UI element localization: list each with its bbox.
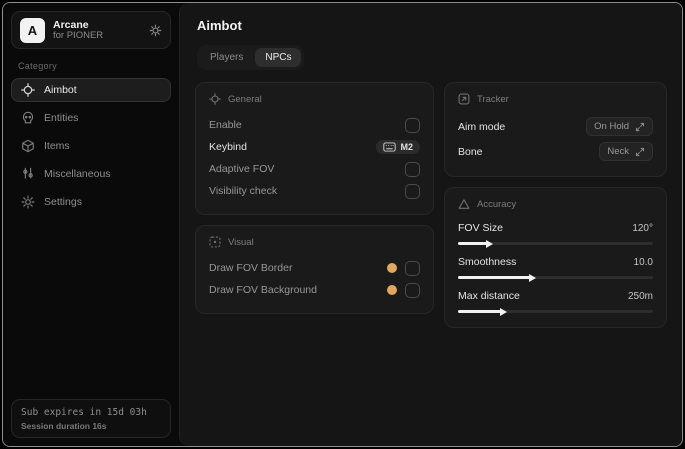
max-distance-slider[interactable] xyxy=(458,307,653,316)
sidebar-item-items[interactable]: Items xyxy=(11,134,171,158)
box-icon xyxy=(21,139,35,153)
setting-row-visibility-check: Visibility check xyxy=(209,180,420,202)
section-title: Visual xyxy=(228,236,254,248)
bone-select[interactable]: Neck xyxy=(599,142,653,161)
section-title: Tracker xyxy=(477,93,509,105)
tracker-icon xyxy=(458,93,470,105)
visual-card: Visual Draw FOV Border Draw FOV Backgrou… xyxy=(195,225,434,314)
crosshair-icon xyxy=(209,93,221,105)
crosshair-icon xyxy=(21,83,35,97)
fov-background-checkbox[interactable] xyxy=(405,282,420,298)
skull-icon xyxy=(21,111,35,125)
subscription-info: Sub expires in 15d 03h Session duration … xyxy=(11,399,171,438)
sub-expiry-text: Sub expires in 15d 03h xyxy=(21,407,147,418)
keybind-button[interactable]: M2 xyxy=(376,140,420,154)
sidebar: A Arcane for PIONER Category xyxy=(3,3,179,446)
tab-npcs[interactable]: NPCs xyxy=(255,48,302,67)
accuracy-card: Accuracy FOV Size 120° Smoothnes xyxy=(444,187,667,328)
setting-row-adaptive-fov: Adaptive FOV xyxy=(209,158,420,180)
triangle-icon xyxy=(458,198,470,210)
setting-row-enable: Enable xyxy=(209,114,420,136)
sidebar-item-aimbot[interactable]: Aimbot xyxy=(11,78,171,102)
smoothness-setting: Smoothness 10.0 xyxy=(458,253,653,282)
tracker-card: Tracker Aim mode On Hold xyxy=(444,82,667,177)
bone-value: Neck xyxy=(607,146,629,157)
app-logo: A xyxy=(20,17,45,43)
app-name: Arcane xyxy=(53,18,89,31)
smoothness-slider[interactable] xyxy=(458,273,653,282)
color-swatch[interactable] xyxy=(387,285,397,295)
session-duration-text: Session duration 16s xyxy=(21,421,107,431)
enable-checkbox[interactable] xyxy=(405,117,420,133)
setting-row-keybind: Keybind M2 xyxy=(209,136,420,158)
tab-players[interactable]: Players xyxy=(200,48,253,67)
max-distance-setting: Max distance 250m xyxy=(458,287,653,316)
setting-row-aim-mode: Aim mode On Hold xyxy=(458,114,653,139)
section-title: General xyxy=(228,93,262,105)
target-tabs: Players NPCs xyxy=(197,45,305,70)
max-distance-value: 250m xyxy=(627,290,653,302)
sidebar-item-label: Items xyxy=(44,140,70,152)
section-title: Accuracy xyxy=(477,198,517,210)
aim-mode-value: On Hold xyxy=(594,121,629,132)
eye-target-icon xyxy=(209,236,221,248)
fov-size-setting: FOV Size 120° xyxy=(458,219,653,248)
setting-row-fov-border: Draw FOV Border xyxy=(209,257,420,279)
sidebar-item-label: Aimbot xyxy=(44,84,77,96)
sidebar-item-label: Entities xyxy=(44,112,79,124)
fov-size-value: 120° xyxy=(632,222,653,234)
keyboard-icon xyxy=(383,142,397,152)
sidebar-nav: Aimbot Entities xyxy=(11,78,171,214)
adaptive-fov-checkbox[interactable] xyxy=(405,161,420,177)
sidebar-item-label: Miscellaneous xyxy=(44,168,111,180)
setting-row-bone: Bone Neck xyxy=(458,139,653,164)
fov-border-checkbox[interactable] xyxy=(405,260,420,276)
keybind-value: M2 xyxy=(400,142,413,152)
expand-icon xyxy=(635,122,645,132)
app-subtitle: for PIONER xyxy=(53,29,104,41)
aim-mode-select[interactable]: On Hold xyxy=(586,117,653,136)
sidebar-item-entities[interactable]: Entities xyxy=(11,106,171,130)
general-card: General Enable Keybind xyxy=(195,82,434,215)
smoothness-value: 10.0 xyxy=(633,256,653,268)
color-swatch[interactable] xyxy=(387,263,397,273)
fov-size-slider[interactable] xyxy=(458,239,653,248)
sliders-icon xyxy=(21,167,35,181)
sidebar-item-label: Settings xyxy=(44,196,82,208)
page-title: Aimbot xyxy=(197,18,242,33)
visibility-check-checkbox[interactable] xyxy=(405,183,420,199)
gear-icon xyxy=(21,195,35,209)
sidebar-item-settings[interactable]: Settings xyxy=(11,190,171,214)
brand-card: A Arcane for PIONER xyxy=(11,11,171,49)
setting-row-fov-background: Draw FOV Background xyxy=(209,279,420,301)
category-label: Category xyxy=(18,61,57,71)
main-panel: Aimbot Players NPCs General xyxy=(179,3,682,446)
gear-icon[interactable] xyxy=(149,24,162,37)
sidebar-item-miscellaneous[interactable]: Miscellaneous xyxy=(11,162,171,186)
expand-icon xyxy=(635,147,645,157)
